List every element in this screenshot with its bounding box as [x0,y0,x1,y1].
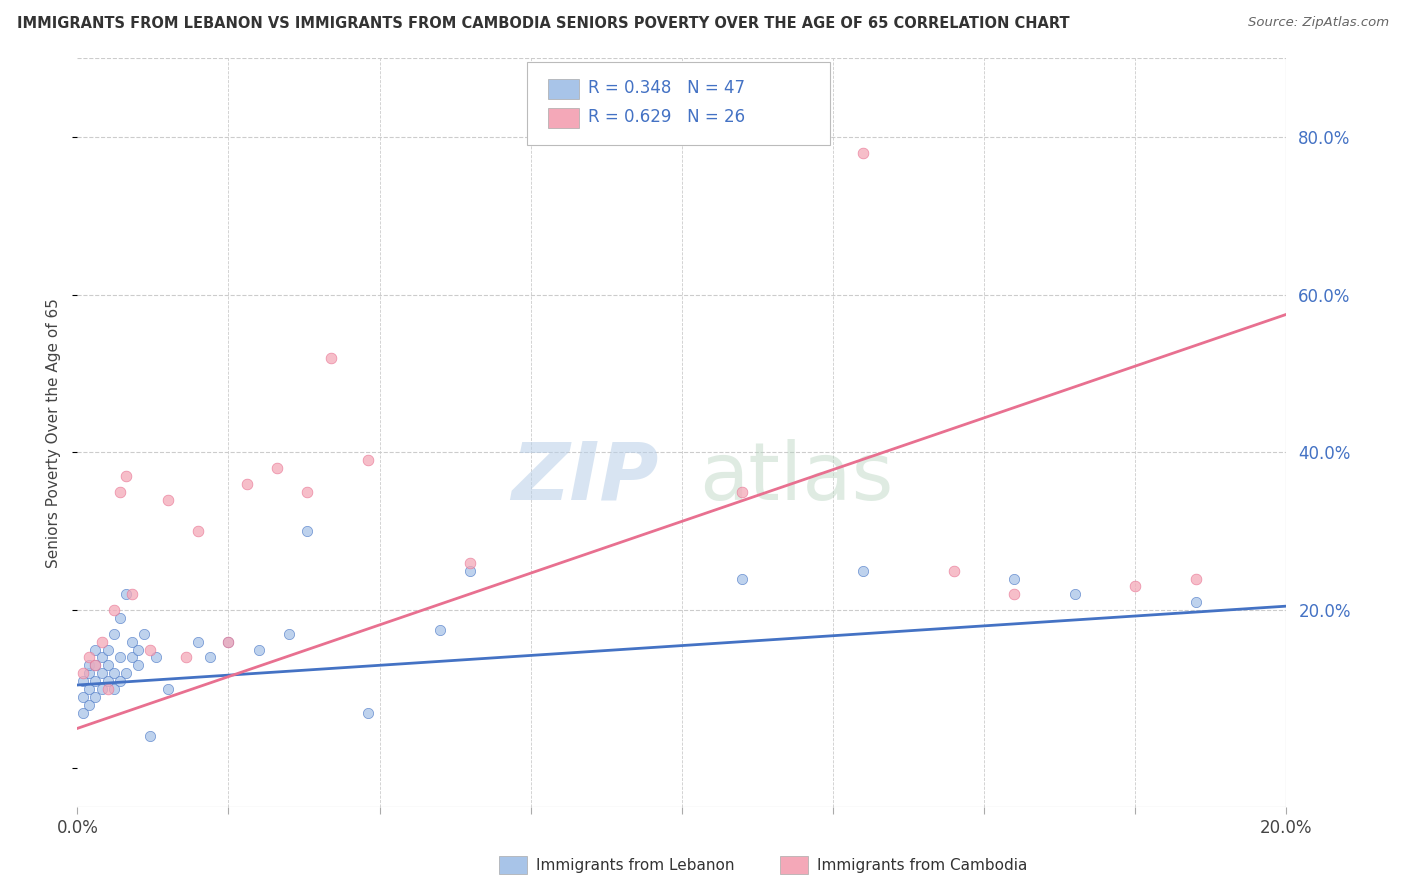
Point [96,658,118,673]
Point [187,634,209,648]
Point [139,642,162,657]
Point [942,564,965,578]
Point [114,587,136,601]
Point [121,650,143,665]
Point [356,706,378,720]
Point [90,681,112,696]
Point [127,642,149,657]
Point [114,469,136,483]
Point [121,634,143,648]
Text: R = 0.348   N = 47: R = 0.348 N = 47 [588,79,745,97]
Point [321,351,343,365]
Point [79,681,101,696]
Point [84,674,107,689]
Point [96,674,118,689]
Text: ZIP: ZIP [512,439,659,516]
Point [1004,587,1026,601]
Point [157,681,180,696]
Y-axis label: Seniors Poverty Over the Age of 65: Seniors Poverty Over the Age of 65 [46,298,62,567]
Point [429,623,451,637]
Point [247,642,270,657]
Point [218,634,240,648]
Point [72,706,94,720]
Point [90,650,112,665]
Point [79,650,101,665]
Text: atlas: atlas [700,439,894,516]
Point [278,626,301,640]
Point [79,658,101,673]
Point [295,484,318,499]
Point [108,650,131,665]
Point [731,572,754,586]
Point [96,642,118,657]
Point [1184,595,1206,609]
Point [103,603,125,617]
Point [103,626,125,640]
Point [295,524,318,539]
Point [96,681,118,696]
Point [84,658,107,673]
Point [90,634,112,648]
Point [1184,572,1206,586]
Point [90,666,112,681]
Point [114,666,136,681]
Point [79,666,101,681]
Point [266,461,288,475]
Point [79,698,101,712]
Point [72,666,94,681]
Point [174,650,197,665]
Point [108,484,131,499]
Point [72,690,94,704]
Point [84,658,107,673]
Point [72,674,94,689]
Point [145,650,167,665]
Point [235,476,257,491]
Point [108,611,131,625]
Point [187,524,209,539]
Point [458,564,481,578]
Point [127,658,149,673]
Point [218,634,240,648]
Point [103,681,125,696]
Point [852,145,875,160]
Point [121,587,143,601]
Point [852,564,875,578]
Point [356,453,378,467]
Point [157,492,180,507]
Point [84,690,107,704]
Text: R = 0.629   N = 26: R = 0.629 N = 26 [588,108,745,126]
Point [1004,572,1026,586]
Point [458,556,481,570]
Point [103,666,125,681]
Point [108,674,131,689]
Point [200,650,222,665]
Text: Source: ZipAtlas.com: Source: ZipAtlas.com [1249,16,1389,29]
Point [731,484,754,499]
Point [139,729,162,743]
Point [84,642,107,657]
Point [1064,587,1087,601]
Point [132,626,155,640]
Text: IMMIGRANTS FROM LEBANON VS IMMIGRANTS FROM CAMBODIA SENIORS POVERTY OVER THE AGE: IMMIGRANTS FROM LEBANON VS IMMIGRANTS FR… [17,16,1070,31]
Text: Immigrants from Cambodia: Immigrants from Cambodia [817,858,1028,872]
Text: Immigrants from Lebanon: Immigrants from Lebanon [536,858,734,872]
Point [1123,579,1146,593]
